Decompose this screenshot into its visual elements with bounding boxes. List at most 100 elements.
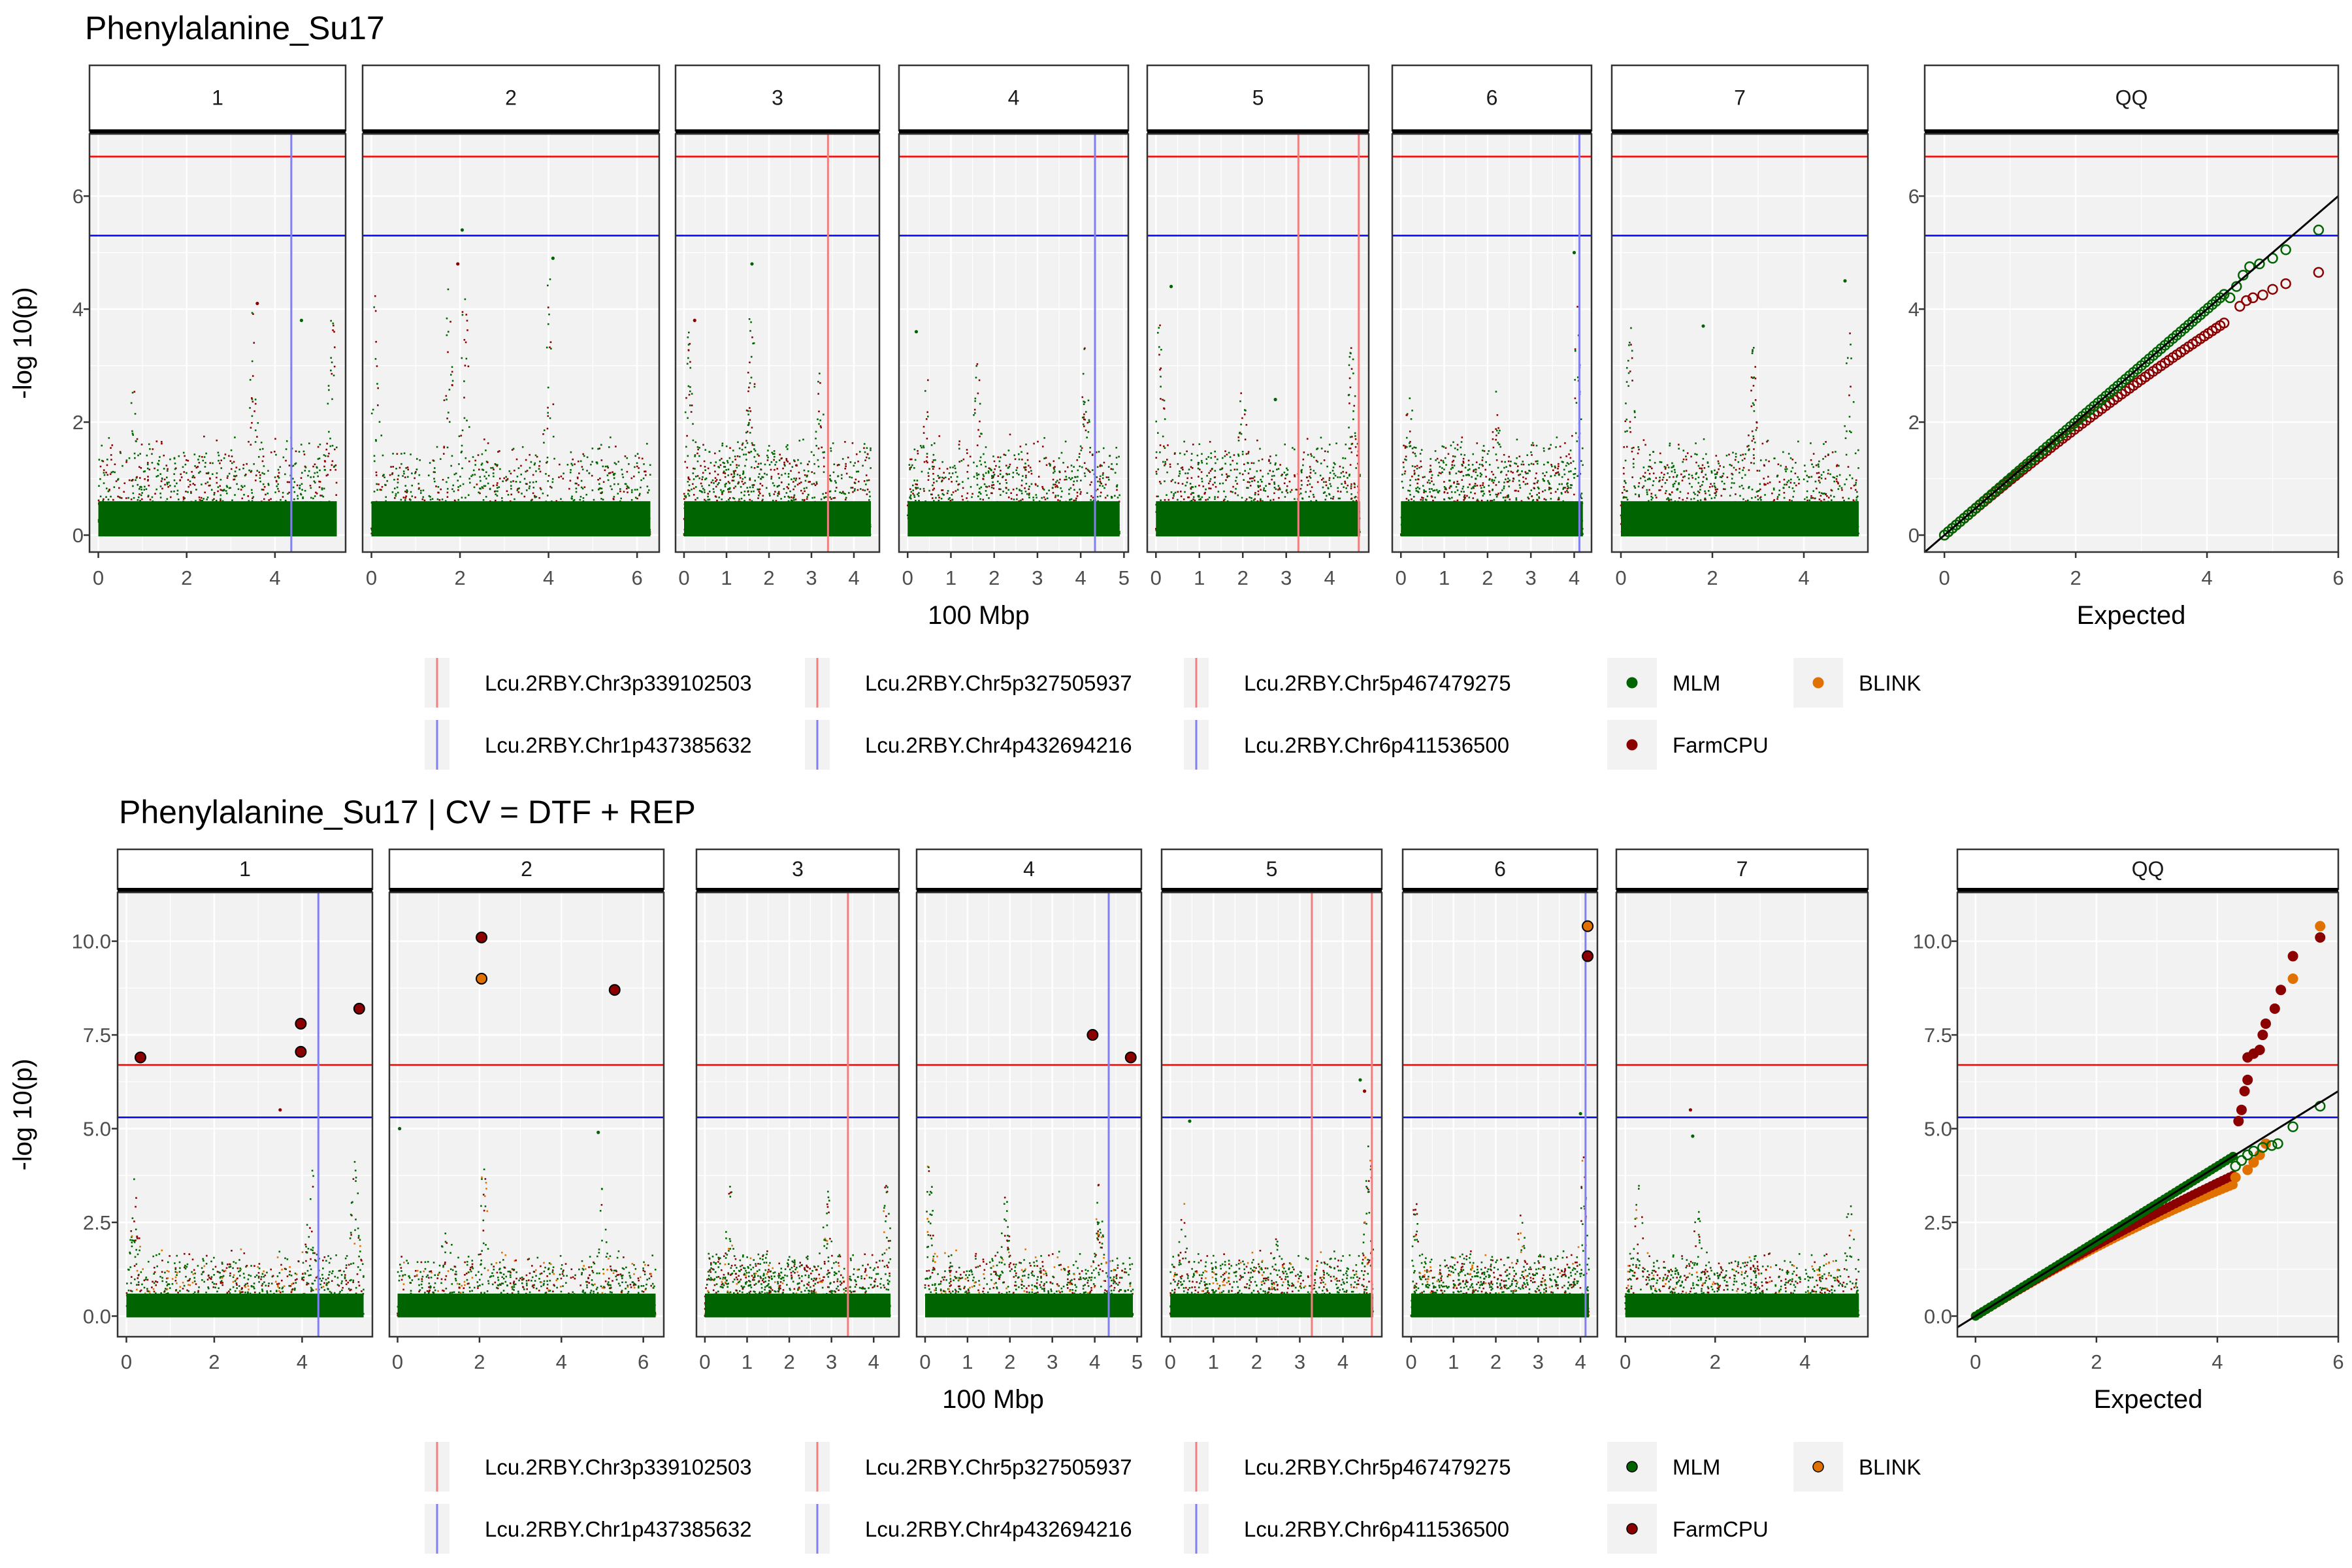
snp-point [131, 433, 134, 434]
snp-point [789, 463, 791, 465]
snp-point [255, 474, 257, 476]
snp-point [465, 457, 467, 459]
snp-point [870, 467, 872, 469]
snp-point [591, 461, 593, 463]
snp-point [534, 495, 536, 497]
snp-point [391, 473, 393, 476]
snp-point [870, 447, 872, 449]
snp-point [310, 476, 312, 478]
snp-point [759, 488, 761, 491]
snp-point [800, 489, 802, 492]
snp-point [233, 478, 236, 481]
snp-point [140, 494, 142, 497]
snp-point [647, 489, 650, 491]
snp-point [474, 464, 476, 466]
snp-point [197, 466, 199, 468]
snp-point [747, 414, 749, 416]
snp-point [510, 481, 512, 483]
snp-point [807, 470, 809, 472]
snp-point [169, 485, 171, 487]
snp-point [188, 485, 189, 488]
snp-point [751, 444, 754, 446]
snp-point [689, 367, 692, 369]
snp-point [748, 318, 751, 320]
snp-point [834, 490, 836, 492]
snp-point [307, 474, 309, 477]
snp-point [378, 483, 380, 485]
snp-point [694, 455, 696, 457]
snp-point [1013, 454, 1016, 457]
snp-point [250, 444, 252, 446]
snp-point [288, 491, 290, 494]
snp-point [796, 483, 799, 486]
snp-point [335, 468, 336, 471]
snp-point [1079, 493, 1082, 495]
snp-point [738, 447, 741, 449]
snp-point [267, 470, 269, 472]
snp-point [802, 498, 804, 501]
x-tick-label: 4 [848, 566, 859, 589]
snp-point [785, 492, 788, 494]
snp-point [687, 385, 690, 387]
snp-point [493, 468, 495, 470]
snp-point [302, 450, 305, 453]
snp-point [797, 459, 799, 461]
snp-point [195, 466, 198, 469]
snp-point [182, 466, 184, 468]
snp-point [754, 449, 757, 452]
snp-point [233, 478, 235, 481]
snp-point [166, 482, 169, 484]
snp-point [287, 493, 289, 495]
snp-point [733, 473, 736, 475]
snp-point [237, 488, 240, 490]
snp-point [1054, 483, 1056, 485]
snp-point [431, 498, 434, 500]
snp-point [684, 411, 687, 414]
snp-point [103, 474, 106, 476]
snp-point [772, 499, 774, 502]
snp-point [704, 498, 706, 501]
snp-point [862, 489, 864, 491]
snp-point [532, 492, 534, 495]
snp-point [770, 476, 773, 478]
snp-point [739, 474, 741, 477]
snp-point [105, 471, 107, 474]
snp-point [446, 446, 449, 449]
snp-point [330, 369, 332, 372]
snp-point [543, 442, 545, 444]
snp-point [563, 472, 564, 474]
y-tick-label: 0 [73, 524, 84, 547]
snp-point [753, 385, 756, 388]
snp-point [791, 466, 794, 468]
snp-point [436, 498, 439, 500]
snp-point [718, 497, 721, 498]
snp-point [700, 482, 702, 485]
snp-point [141, 498, 143, 500]
snp-point [380, 434, 383, 436]
snp-point [324, 455, 327, 457]
snp-point [286, 481, 289, 483]
snp-point [247, 495, 250, 497]
snp-point [1037, 476, 1040, 478]
snp-point [751, 466, 753, 468]
snp-point [702, 472, 704, 474]
snp-point [593, 498, 595, 501]
snp-point [687, 417, 689, 419]
snp-point [377, 404, 379, 406]
snp-point [568, 487, 570, 490]
snp-point [774, 453, 776, 455]
snp-point [701, 491, 703, 493]
snp-point [273, 450, 276, 453]
snp-point [510, 472, 512, 475]
snp-point [203, 456, 206, 458]
snp-point [768, 493, 771, 495]
snp-points [683, 262, 872, 537]
snp-point [200, 500, 203, 502]
snp-point [702, 487, 704, 490]
snp-point [375, 440, 377, 442]
snp-point [551, 478, 554, 480]
snp-point [707, 493, 710, 495]
snp-point [851, 487, 854, 489]
snp-point [259, 448, 261, 451]
snp-point [132, 434, 134, 436]
